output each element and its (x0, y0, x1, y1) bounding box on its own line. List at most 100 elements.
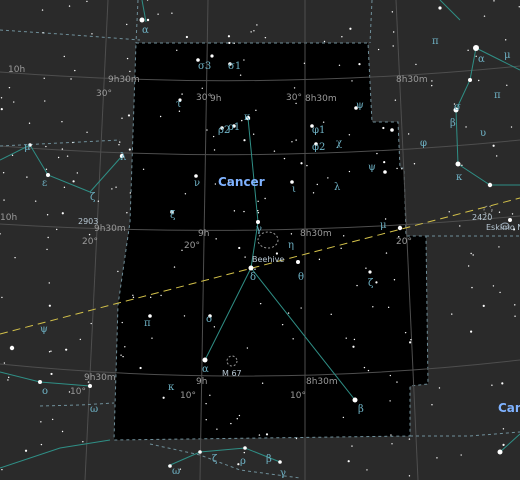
star (132, 296, 135, 299)
star (398, 235, 400, 238)
star (314, 142, 318, 146)
star (233, 210, 236, 212)
star (79, 338, 82, 341)
star (205, 418, 207, 421)
star-label: ε (42, 178, 47, 189)
star-label: α (478, 54, 485, 65)
star (61, 430, 64, 433)
star (243, 139, 246, 142)
dec-label: 10° (70, 387, 86, 397)
star (40, 421, 42, 423)
star (455, 161, 461, 167)
star (127, 114, 131, 117)
star-label: ν (194, 178, 200, 189)
star (46, 214, 49, 216)
star (514, 304, 516, 306)
star (63, 55, 65, 58)
star (396, 381, 398, 383)
star (244, 256, 246, 258)
star (498, 246, 500, 248)
star (230, 422, 232, 425)
dec-label: 30° (286, 93, 302, 103)
star (124, 346, 126, 348)
star (349, 27, 352, 30)
star (121, 321, 123, 324)
star (173, 266, 176, 268)
ra-label: 8h30m (305, 94, 337, 104)
star-label: κ (456, 172, 463, 183)
star (431, 404, 433, 406)
star (26, 176, 28, 178)
star (215, 238, 217, 240)
star (214, 183, 217, 185)
star (126, 57, 129, 60)
star (183, 315, 186, 317)
star-label: ζ (212, 454, 218, 465)
dec-label: 30° (96, 89, 112, 99)
star (132, 294, 134, 297)
star (392, 45, 394, 47)
star (44, 100, 46, 102)
star-label: ξ (170, 210, 176, 221)
star (467, 49, 469, 52)
star-label: λ (334, 182, 341, 193)
star (376, 152, 378, 155)
star (205, 402, 207, 405)
star (72, 141, 74, 144)
star (209, 394, 211, 396)
star (327, 177, 329, 179)
star-label: α (202, 364, 209, 375)
star (0, 233, 1, 235)
star (57, 156, 60, 159)
star (111, 188, 113, 190)
star (438, 6, 442, 10)
star (238, 246, 241, 250)
star (14, 256, 16, 259)
star (61, 212, 64, 215)
star (252, 133, 255, 135)
star (48, 304, 51, 307)
star (372, 306, 374, 308)
star (11, 154, 14, 157)
star (382, 126, 385, 130)
star (157, 13, 159, 15)
star-label: α (142, 25, 149, 36)
star-label: γ (280, 468, 286, 479)
star (487, 182, 493, 188)
star (159, 115, 162, 118)
star (322, 121, 325, 123)
star (201, 87, 203, 89)
star (330, 313, 332, 316)
star (281, 323, 284, 326)
star (148, 314, 152, 318)
star-label: τ (176, 99, 182, 110)
star (139, 17, 145, 23)
star (88, 233, 91, 236)
star-label: μ (504, 50, 511, 61)
star (448, 211, 450, 213)
star (47, 236, 49, 239)
star-label: β (450, 118, 456, 129)
star (338, 64, 341, 66)
star (179, 468, 182, 470)
star-label: κ (168, 382, 175, 393)
star (451, 313, 453, 315)
star (256, 24, 258, 26)
star (342, 416, 345, 419)
star (354, 106, 358, 110)
star (248, 265, 254, 271)
star (3, 199, 5, 201)
star (119, 153, 125, 159)
star-label: π (432, 36, 439, 47)
star (475, 55, 477, 57)
star (348, 134, 351, 136)
dec-label: 10h (0, 213, 17, 223)
star (227, 180, 230, 182)
star-label: λ (120, 152, 127, 163)
star (482, 304, 485, 307)
star (7, 379, 9, 381)
star (347, 460, 350, 463)
star (290, 180, 294, 184)
